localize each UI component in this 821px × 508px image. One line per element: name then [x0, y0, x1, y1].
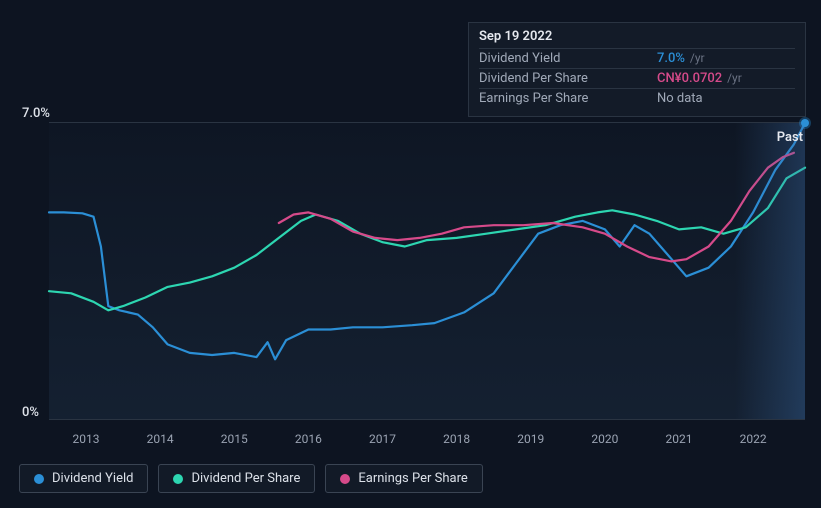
x-tick-label: 2013	[73, 432, 100, 446]
legend-dot-icon	[173, 474, 183, 484]
x-tick-label: 2022	[740, 432, 767, 446]
tooltip-row-label: Earnings Per Share	[479, 89, 657, 109]
series-end-marker	[801, 119, 809, 127]
x-tick-label: 2018	[443, 432, 470, 446]
chart-lines-svg	[49, 123, 805, 421]
legend-row: Dividend Yield Dividend Per Share Earnings…	[19, 464, 483, 493]
tooltip-date: Sep 19 2022	[479, 29, 795, 44]
x-tick-label: 2016	[295, 432, 322, 446]
chart-container: Sep 19 2022 Dividend Yield7.0% /yrDivide…	[0, 0, 821, 508]
y-axis-max-label: 7.0%	[22, 106, 50, 121]
legend-item-dividend-yield[interactable]: Dividend Yield	[19, 464, 148, 493]
tooltip-row-value: CN¥0.0702 /yr	[657, 69, 795, 89]
tooltip-row-value: 7.0% /yr	[657, 49, 795, 69]
tooltip-table: Dividend Yield7.0% /yrDividend Per Share…	[479, 48, 795, 108]
y-axis-min-label: 0%	[22, 405, 39, 420]
x-tick-label: 2020	[591, 432, 618, 446]
x-tick-label: 2021	[666, 432, 693, 446]
legend-item-label: Earnings Per Share	[358, 471, 467, 486]
legend-dot-icon	[34, 474, 44, 484]
legend-dot-icon	[340, 474, 350, 484]
x-tick-label: 2014	[147, 432, 174, 446]
past-label: Past	[777, 130, 803, 145]
tooltip-row-label: Dividend Yield	[479, 49, 657, 69]
legend-item-dividend-per-share[interactable]: Dividend Per Share	[158, 464, 315, 493]
x-tick-label: 2019	[517, 432, 544, 446]
chart-plot-area[interactable]	[49, 122, 805, 420]
chart-tooltip: Sep 19 2022 Dividend Yield7.0% /yrDivide…	[468, 22, 806, 117]
x-tick-label: 2017	[369, 432, 396, 446]
legend-item-label: Dividend Yield	[52, 471, 133, 486]
x-tick-label: 2015	[221, 432, 248, 446]
series-line-earnings-per-share	[279, 153, 794, 262]
tooltip-row-label: Dividend Per Share	[479, 69, 657, 89]
x-axis: 2013 2014 2015 2016 2017 2018 2019 2020 2021 2022	[49, 432, 805, 448]
legend-item-label: Dividend Per Share	[191, 471, 300, 486]
tooltip-row-value: No data	[657, 89, 795, 109]
series-line-dividend-per-share	[49, 168, 805, 311]
legend-item-earnings-per-share[interactable]: Earnings Per Share	[325, 464, 482, 493]
